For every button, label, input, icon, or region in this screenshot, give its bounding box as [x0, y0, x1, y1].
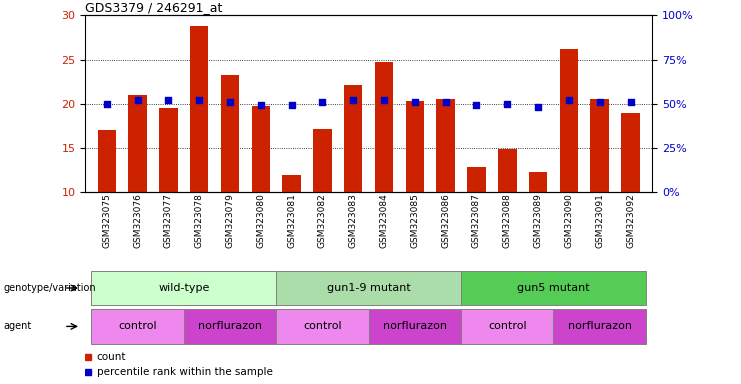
Text: control: control [488, 321, 527, 331]
Bar [91, 271, 276, 305]
Text: genotype/variation: genotype/variation [4, 283, 96, 293]
Text: GSM323085: GSM323085 [411, 194, 419, 248]
Bar [221, 75, 239, 192]
Bar [282, 175, 301, 192]
Text: norflurazon: norflurazon [568, 321, 632, 331]
Text: GSM323091: GSM323091 [595, 194, 604, 248]
Bar [276, 309, 369, 344]
Bar [369, 309, 461, 344]
Text: GSM323088: GSM323088 [503, 194, 512, 248]
Text: GSM323075: GSM323075 [102, 194, 111, 248]
Point [409, 99, 421, 105]
Point [439, 99, 451, 105]
Bar [159, 108, 178, 192]
Text: gun5 mutant: gun5 mutant [517, 283, 590, 293]
Text: GSM323081: GSM323081 [287, 194, 296, 248]
Text: GSM323080: GSM323080 [256, 194, 265, 248]
Bar [529, 172, 548, 192]
Bar [184, 309, 276, 344]
Text: GSM323076: GSM323076 [133, 194, 142, 248]
Text: percentile rank within the sample: percentile rank within the sample [96, 367, 273, 377]
Bar [621, 113, 639, 192]
Bar [559, 49, 578, 192]
Text: GSM323090: GSM323090 [565, 194, 574, 248]
Text: GSM323078: GSM323078 [195, 194, 204, 248]
Bar [468, 167, 485, 192]
Text: GSM323086: GSM323086 [441, 194, 451, 248]
Bar [190, 26, 208, 192]
Point [101, 101, 113, 107]
Bar [405, 101, 424, 192]
Bar [98, 130, 116, 192]
Point [378, 97, 390, 103]
Text: agent: agent [4, 321, 32, 331]
Text: GDS3379 / 246291_at: GDS3379 / 246291_at [85, 1, 222, 14]
Text: control: control [303, 321, 342, 331]
Bar [128, 95, 147, 192]
Point [255, 103, 267, 109]
Bar [591, 99, 609, 192]
Point [348, 97, 359, 103]
Point [193, 97, 205, 103]
Text: GSM323092: GSM323092 [626, 194, 635, 248]
Bar [498, 149, 516, 192]
Bar [313, 129, 332, 192]
Text: GSM323083: GSM323083 [349, 194, 358, 248]
Point [563, 97, 575, 103]
Point [594, 99, 605, 105]
Bar [252, 106, 270, 192]
Bar [375, 62, 393, 192]
Bar [436, 99, 455, 192]
Text: GSM323082: GSM323082 [318, 194, 327, 248]
Text: GSM323084: GSM323084 [379, 194, 388, 248]
Point [132, 97, 144, 103]
Bar [461, 309, 554, 344]
Point [532, 104, 544, 110]
Point [625, 99, 637, 105]
Point [224, 99, 236, 105]
Bar [276, 271, 461, 305]
Text: GSM323089: GSM323089 [534, 194, 542, 248]
Point [162, 97, 174, 103]
Bar [344, 85, 362, 192]
Text: control: control [119, 321, 157, 331]
Point [471, 103, 482, 109]
Text: count: count [96, 352, 126, 362]
Text: gun1-9 mutant: gun1-9 mutant [327, 283, 411, 293]
Bar [554, 309, 646, 344]
Bar [461, 271, 646, 305]
Point [316, 99, 328, 105]
Point [502, 101, 514, 107]
Text: GSM323087: GSM323087 [472, 194, 481, 248]
Text: norflurazon: norflurazon [198, 321, 262, 331]
Text: GSM323077: GSM323077 [164, 194, 173, 248]
Point [286, 103, 298, 109]
Bar [91, 309, 184, 344]
Text: GSM323079: GSM323079 [225, 194, 234, 248]
Text: norflurazon: norflurazon [383, 321, 447, 331]
Text: wild-type: wild-type [158, 283, 210, 293]
